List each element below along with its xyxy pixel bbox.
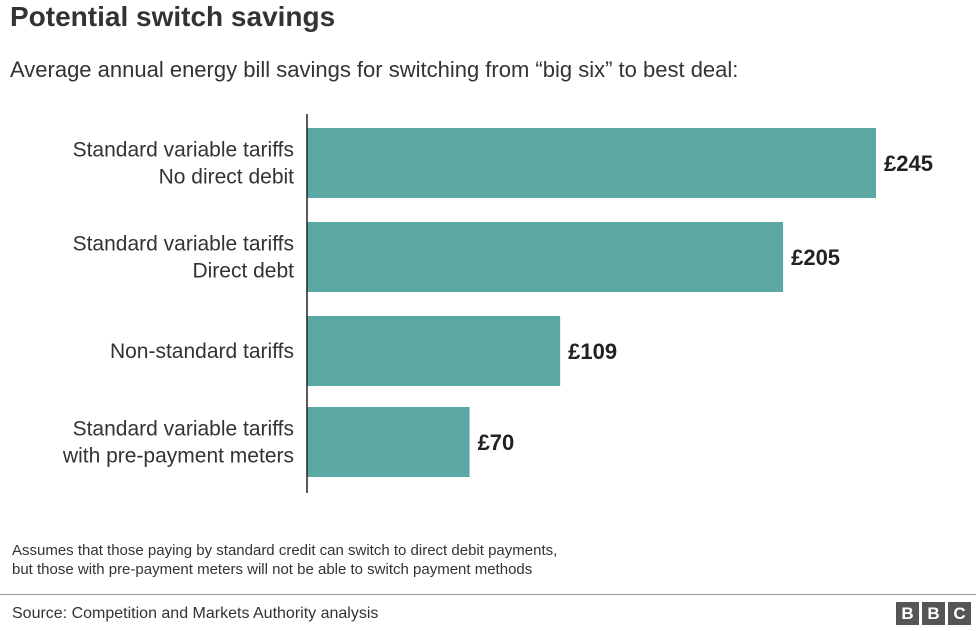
logo-letter: B: [922, 602, 945, 625]
footnote-line: but those with pre-payment meters will n…: [12, 561, 533, 578]
bar: [307, 316, 561, 386]
category-label: Direct debt: [192, 260, 294, 283]
category-label: Non-standard tariffs: [110, 340, 294, 363]
bar: [307, 128, 876, 198]
bbc-logo: B B C: [896, 602, 971, 625]
bar-value-label: £245: [884, 151, 933, 176]
category-label: Standard variable tariffs: [73, 233, 294, 256]
bar-value-label: £109: [568, 339, 617, 364]
footnote: Assumes that those paying by standard cr…: [12, 541, 772, 579]
chart-title: Potential switch savings: [10, 1, 336, 32]
source-note: Source: Competition and Markets Authorit…: [12, 605, 379, 622]
logo-letter: B: [896, 602, 919, 625]
chart-subtitle: Average annual energy bill savings for s…: [10, 57, 739, 82]
footer-divider: [0, 594, 976, 595]
category-label: with pre-payment meters: [62, 445, 294, 468]
bar: [307, 222, 784, 292]
bar: [307, 407, 470, 477]
bar-chart: £245 Standard variable tariffs No direct d…: [62, 114, 933, 493]
logo-letter: C: [948, 602, 971, 625]
footnote-line: Assumes that those paying by standard cr…: [12, 542, 558, 559]
category-label: Standard variable tariffs: [73, 139, 294, 162]
category-label: No direct debit: [159, 166, 295, 189]
bar-value-label: £70: [478, 430, 515, 455]
bar-value-label: £205: [791, 245, 840, 270]
category-label: Standard variable tariffs: [73, 418, 294, 441]
